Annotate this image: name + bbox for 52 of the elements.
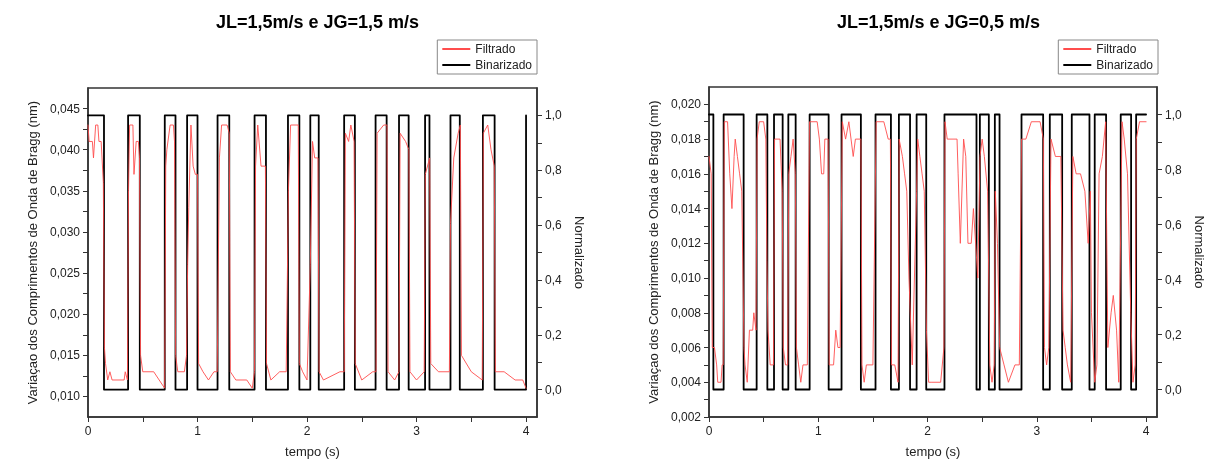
x-tick-label: 1 [194,424,202,438]
y2-tick-label: 0,2 [545,327,563,342]
y-axis-title: Variaçao dos Comprimentos de Onda de Bragg (nm) [25,100,41,405]
y2-tick-label: 0,2 [1165,327,1183,342]
y-tick-label: 0,025 [49,266,81,281]
y2-tick-label: 0,8 [545,163,563,178]
y2-tick-label: 1,0 [1165,107,1183,122]
y-tick-label: 0,040 [49,142,81,157]
y-tick-label: 0,004 [670,375,702,390]
y-tick-label: 0,018 [670,132,702,147]
y2-tick-label: 0,4 [1165,272,1183,287]
x-tick-label: 0 [705,424,713,438]
y-tick-label: 0,015 [49,348,81,363]
legend-label: Binarizado [475,58,533,72]
y2-tick-label: 0,8 [1165,162,1183,177]
y-tick-label: 0,020 [670,97,702,112]
y-tick-label: 0,045 [49,101,81,116]
legend-label: Filtrado [1096,42,1137,56]
x-tick-label: 2 [924,424,932,438]
y2-tick-label: 0,0 [545,382,563,397]
y2-axis-title: Normalizado [1192,215,1207,289]
x-tick-label: 0 [84,424,92,438]
chart-title: JL=1,5m/s e JG=0,5 m/s [836,12,1041,32]
y-tick-label: 0,012 [670,236,702,251]
y-tick-label: 0,030 [49,224,81,239]
y2-tick-label: 0,0 [1165,382,1183,397]
x-axis-title: tempo (s) [905,444,961,459]
x-tick-label: 2 [303,424,311,438]
y2-tick-label: 1,0 [545,108,563,123]
chart-title: JL=1,5m/s e JG=1,5 m/s [215,12,420,32]
x-tick-label: 4 [1142,424,1150,438]
y-tick-label: 0,008 [670,305,702,320]
y2-axis-title: Normalizado [572,216,587,289]
x-axis-title: tempo (s) [285,444,340,459]
y2-tick-label: 0,6 [545,218,563,233]
y-tick-label: 0,020 [49,307,81,322]
x-tick-label: 3 [413,424,421,438]
y-axis-title: Variaçao dos Comprimentos de Onda de Bragg (nm) [646,100,662,404]
y-tick-label: 0,002 [670,410,702,424]
y-tick-label: 0,016 [670,166,702,181]
legend-label: Filtrado [475,42,516,56]
y-tick-label: 0,010 [670,271,702,286]
y2-tick-label: 0,6 [1165,217,1183,232]
x-tick-label: 4 [522,424,530,438]
legend-label: Binarizado [1096,58,1154,72]
y-tick-label: 0,014 [670,201,702,216]
y-tick-label: 0,035 [49,183,81,198]
y-tick-label: 0,006 [670,340,702,355]
y2-tick-label: 0,4 [545,272,563,287]
x-tick-label: 3 [1033,424,1041,438]
y-tick-label: 0,010 [49,389,81,404]
x-tick-label: 1 [814,424,822,438]
